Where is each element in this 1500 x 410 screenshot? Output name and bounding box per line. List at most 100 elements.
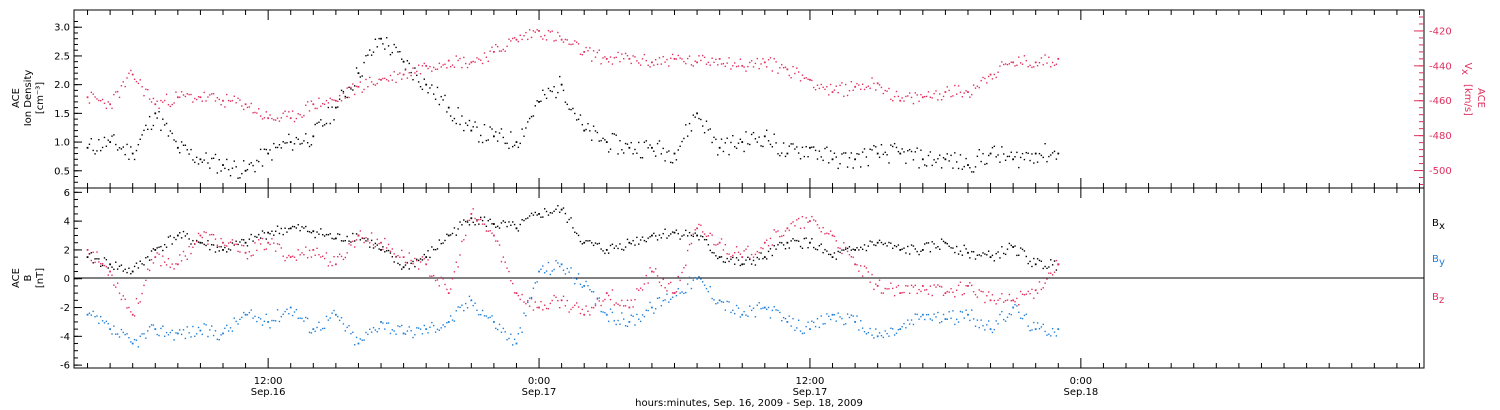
data-point-fill <box>807 156 809 158</box>
data-point-fill <box>340 240 343 242</box>
data-point-fill <box>419 73 422 75</box>
data-point-fill <box>442 278 444 280</box>
data-point-fill <box>224 246 226 249</box>
data-point-fill <box>551 90 553 93</box>
data-point-fill <box>843 323 845 326</box>
data-point-fill <box>773 245 775 247</box>
data-point-fill <box>327 265 330 267</box>
data-point-fill <box>128 72 130 75</box>
data-point-fill <box>660 153 663 155</box>
data-point <box>538 100 540 103</box>
data-point-fill <box>288 227 290 230</box>
data-point-fill <box>171 263 173 265</box>
data-point-fill <box>700 235 702 237</box>
data-point-fill <box>984 163 986 166</box>
data-point-fill <box>329 233 331 235</box>
data-point-fill <box>338 253 341 256</box>
data-point-fill <box>692 233 695 235</box>
data-point <box>696 277 698 280</box>
data-point-fill <box>179 254 181 256</box>
data-point-fill <box>568 218 570 221</box>
data-point-fill <box>1029 64 1031 67</box>
data-point-fill <box>137 82 140 85</box>
top-panel-data <box>86 29 1060 179</box>
data-point <box>967 251 969 254</box>
data-point-fill <box>666 58 668 61</box>
data-point-fill <box>850 314 853 316</box>
data-point-fill <box>188 153 190 155</box>
data-point-fill <box>799 330 802 332</box>
data-point-fill <box>297 224 299 226</box>
data-point-fill <box>623 305 625 307</box>
data-point-fill <box>1050 154 1052 156</box>
data-point-fill <box>737 307 740 309</box>
data-point-fill <box>101 320 104 322</box>
data-point-fill <box>147 330 149 332</box>
data-point-fill <box>139 79 141 81</box>
data-point-fill <box>278 144 281 146</box>
data-point-fill <box>163 243 166 246</box>
data-point-fill <box>451 319 454 321</box>
data-point <box>109 270 112 273</box>
data-point-fill <box>615 302 617 304</box>
data-point-fill <box>942 240 945 243</box>
data-point-fill <box>880 86 883 89</box>
data-point-fill <box>709 232 711 235</box>
data-point-fill <box>888 87 890 90</box>
data-point-fill <box>124 268 126 271</box>
data-point-fill <box>532 214 535 216</box>
data-point-fill <box>88 102 91 104</box>
data-point-fill <box>353 85 356 87</box>
data-point-fill <box>190 148 192 151</box>
data-point-fill <box>173 236 175 239</box>
data-point-fill <box>653 150 655 152</box>
data-point-fill <box>726 257 728 260</box>
data-point-fill <box>824 322 826 325</box>
data-point-fill <box>762 307 764 309</box>
data-point-fill <box>863 148 866 150</box>
data-point-fill <box>115 261 117 263</box>
data-point-fill <box>1036 161 1039 163</box>
data-point-fill <box>769 317 772 319</box>
data-point-fill <box>133 158 136 161</box>
data-point-fill <box>767 250 770 253</box>
data-point-fill <box>549 212 552 214</box>
data-point-fill <box>675 159 678 161</box>
data-point-fill <box>1023 158 1026 161</box>
data-point-fill <box>724 65 726 68</box>
data-point-fill <box>147 256 149 258</box>
data-point-fill <box>406 330 409 332</box>
data-point-fill <box>384 48 386 50</box>
data-point-fill <box>835 85 837 87</box>
data-point-fill <box>180 141 183 143</box>
data-point-fill <box>929 318 932 320</box>
data-point-fill <box>1036 292 1039 294</box>
data-point-fill <box>882 243 885 246</box>
data-point-fill <box>246 245 249 247</box>
data-point-fill <box>466 66 469 69</box>
data-point-fill <box>90 259 93 262</box>
data-point-fill <box>931 164 933 167</box>
data-point-fill <box>858 249 860 251</box>
data-point-fill <box>826 250 828 252</box>
data-point-fill <box>90 314 93 316</box>
data-point-fill <box>517 333 520 335</box>
data-point-fill <box>369 49 371 51</box>
data-point-fill <box>1053 331 1056 333</box>
data-point-fill <box>337 315 339 318</box>
data-point-fill <box>858 270 860 272</box>
data-point-fill <box>224 167 226 170</box>
data-point-fill <box>984 329 986 331</box>
data-point-fill <box>799 227 802 230</box>
data-point-fill <box>645 274 647 277</box>
data-point-fill <box>570 108 572 111</box>
data-point <box>786 241 789 244</box>
data-point-fill <box>553 86 555 88</box>
data-point-fill <box>860 88 862 91</box>
data-point-fill <box>813 146 815 148</box>
data-point-fill <box>417 81 420 83</box>
data-point-fill <box>536 281 538 283</box>
data-point-fill <box>594 130 597 132</box>
data-point-fill <box>602 57 604 59</box>
data-point-fill <box>365 237 367 239</box>
